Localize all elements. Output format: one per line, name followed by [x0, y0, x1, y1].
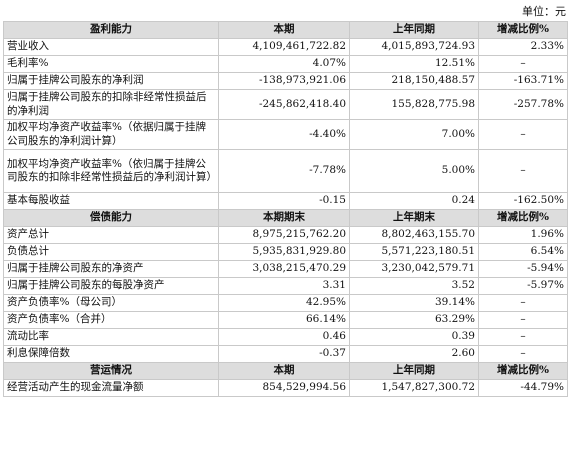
row-label: 资产负债率%（母公司） — [3, 294, 219, 312]
section-header-operations: 营运情况 本期 上年同期 增减比例% — [3, 362, 568, 380]
header-cell: 上年同期 — [349, 21, 479, 39]
change-value: -5.97% — [478, 277, 568, 295]
change-value: – — [478, 294, 568, 312]
table-row: 加权平均净资产收益率%（依据归属于挂牌公司股东的净利润计算） -4.40% 7.… — [3, 119, 568, 150]
table-row: 资产负债率%（合并） 66.14% 63.29% – — [3, 311, 568, 329]
prior-value: 39.14% — [349, 294, 479, 312]
table-row: 毛利率% 4.07% 12.51% – — [3, 55, 568, 73]
current-value: -0.15 — [218, 192, 350, 210]
change-value: 1.96% — [478, 226, 568, 244]
unit-label: 单位：元 — [522, 5, 566, 18]
header-cell: 本期期末 — [218, 209, 350, 227]
current-value: 42.95% — [218, 294, 350, 312]
change-value: – — [478, 55, 568, 73]
row-label: 经营活动产生的现金流量净额 — [3, 379, 219, 397]
prior-value: 3,230,042,579.71 — [349, 260, 479, 278]
header-cell: 偿债能力 — [3, 209, 219, 227]
header-cell: 增减比例% — [478, 362, 568, 380]
table-row: 资产总计 8,975,215,762.20 8,802,463,155.70 1… — [3, 226, 568, 244]
section-header-solvency: 偿债能力 本期期末 上年期末 增减比例% — [3, 209, 568, 227]
prior-value: 1,547,827,300.72 — [349, 379, 479, 397]
current-value: -7.78% — [218, 149, 350, 193]
current-value: -4.40% — [218, 119, 350, 150]
current-value: 3,038,215,470.29 — [218, 260, 350, 278]
change-value: 6.54% — [478, 243, 568, 261]
header-cell: 增减比例% — [478, 209, 568, 227]
row-label: 营业收入 — [3, 38, 219, 56]
header-cell: 上年同期 — [349, 362, 479, 380]
current-value: 0.46 — [218, 328, 350, 346]
prior-value: 7.00% — [349, 119, 479, 150]
table-row: 归属于挂牌公司股东的每股净资产 3.31 3.52 -5.97% — [3, 277, 568, 295]
change-value: – — [478, 119, 568, 150]
table-row: 归属于挂牌公司股东的扣除非经常性损益后的净利润 -245,862,418.40 … — [3, 89, 568, 120]
header-cell: 本期 — [218, 21, 350, 39]
change-value: – — [478, 149, 568, 193]
table-row: 归属于挂牌公司股东的净利润 -138,973,921.06 218,150,48… — [3, 72, 568, 90]
row-label: 归属于挂牌公司股东的每股净资产 — [3, 277, 219, 295]
header-cell: 盈利能力 — [3, 21, 219, 39]
table-row: 资产负债率%（母公司） 42.95% 39.14% – — [3, 294, 568, 312]
row-label: 归属于挂牌公司股东的净利润 — [3, 72, 219, 90]
header-cell: 增减比例% — [478, 21, 568, 39]
row-label: 资产负债率%（合并） — [3, 311, 219, 329]
current-value: 854,529,994.56 — [218, 379, 350, 397]
current-value: -138,973,921.06 — [218, 72, 350, 90]
prior-value: 0.39 — [349, 328, 479, 346]
prior-value: 5,571,223,180.51 — [349, 243, 479, 261]
table-row: 营业收入 4,109,461,722.82 4,015,893,724.93 2… — [3, 38, 568, 56]
prior-value: 12.51% — [349, 55, 479, 73]
current-value: 4,109,461,722.82 — [218, 38, 350, 56]
prior-value: 0.24 — [349, 192, 479, 210]
prior-value: 218,150,488.57 — [349, 72, 479, 90]
change-value: – — [478, 311, 568, 329]
prior-value: 4,015,893,724.93 — [349, 38, 479, 56]
change-value: -44.79% — [478, 379, 568, 397]
prior-value: 8,802,463,155.70 — [349, 226, 479, 244]
change-value: -162.50% — [478, 192, 568, 210]
table-row: 加权平均净资产收益率%（依归属于挂牌公司股东的扣除非经常性损益后的净利润计算） … — [3, 149, 568, 193]
row-label: 基本每股收益 — [3, 192, 219, 210]
header-cell: 上年期末 — [349, 209, 479, 227]
current-value: 3.31 — [218, 277, 350, 295]
row-label: 归属于挂牌公司股东的扣除非经常性损益后的净利润 — [3, 89, 219, 120]
current-value: 66.14% — [218, 311, 350, 329]
row-label: 归属于挂牌公司股东的净资产 — [3, 260, 219, 278]
row-label: 利息保障倍数 — [3, 345, 219, 363]
table-row: 基本每股收益 -0.15 0.24 -162.50% — [3, 192, 568, 210]
prior-value: 3.52 — [349, 277, 479, 295]
change-value: -5.94% — [478, 260, 568, 278]
table-row: 负债总计 5,935,831,929.80 5,571,223,180.51 6… — [3, 243, 568, 261]
header-cell: 营运情况 — [3, 362, 219, 380]
prior-value: 63.29% — [349, 311, 479, 329]
change-value: -257.78% — [478, 89, 568, 120]
row-label: 加权平均净资产收益率%（依归属于挂牌公司股东的扣除非经常性损益后的净利润计算） — [3, 149, 219, 193]
section-header-profitability: 盈利能力 本期 上年同期 增减比例% — [3, 21, 568, 39]
prior-value: 155,828,775.98 — [349, 89, 479, 120]
row-label: 加权平均净资产收益率%（依据归属于挂牌公司股东的净利润计算） — [3, 119, 219, 150]
table-row: 流动比率 0.46 0.39 – — [3, 328, 568, 346]
row-label: 流动比率 — [3, 328, 219, 346]
row-label: 资产总计 — [3, 226, 219, 244]
current-value: -0.37 — [218, 345, 350, 363]
row-label: 毛利率% — [3, 55, 219, 73]
table-row: 经营活动产生的现金流量净额 854,529,994.56 1,547,827,3… — [3, 379, 568, 397]
change-value: – — [478, 345, 568, 363]
table-row: 归属于挂牌公司股东的净资产 3,038,215,470.29 3,230,042… — [3, 260, 568, 278]
current-value: -245,862,418.40 — [218, 89, 350, 120]
current-value: 8,975,215,762.20 — [218, 226, 350, 244]
row-label: 负债总计 — [3, 243, 219, 261]
current-value: 4.07% — [218, 55, 350, 73]
prior-value: 2.60 — [349, 345, 479, 363]
table-row: 利息保障倍数 -0.37 2.60 – — [3, 345, 568, 363]
current-value: 5,935,831,929.80 — [218, 243, 350, 261]
header-cell: 本期 — [218, 362, 350, 380]
change-value: -163.71% — [478, 72, 568, 90]
change-value: – — [478, 328, 568, 346]
financial-summary-table: 盈利能力 本期 上年同期 增减比例% 营业收入 4,109,461,722.82… — [3, 21, 568, 397]
prior-value: 5.00% — [349, 149, 479, 193]
change-value: 2.33% — [478, 38, 568, 56]
